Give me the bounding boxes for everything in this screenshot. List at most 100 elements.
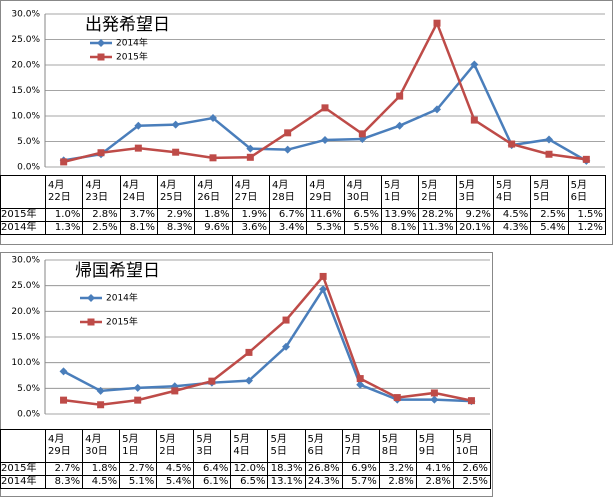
marker <box>97 39 105 47</box>
series-name-cell: 2014年 <box>0 475 46 489</box>
y-tick-label: 20.0% <box>11 61 40 71</box>
marker <box>356 380 365 389</box>
value-cell: 5.3% <box>306 221 345 235</box>
category-cell: 4月 29日 <box>306 175 345 209</box>
value-cell: 6.7% <box>268 208 308 222</box>
series-line <box>63 273 472 407</box>
category-cell: 4月 27日 <box>231 175 270 209</box>
marker <box>283 145 292 154</box>
value-cell: 3.7% <box>119 208 158 222</box>
y-tick-label: 0.0% <box>17 410 40 420</box>
marker <box>321 104 329 112</box>
marker <box>97 149 105 157</box>
category-cell: 5月 7日 <box>341 429 380 463</box>
category-cell: 4月 26日 <box>194 175 233 209</box>
marker <box>545 135 553 144</box>
legend-label: 2015年 <box>106 316 138 328</box>
value-cell: 13.1% <box>267 475 306 489</box>
value-cell: 11.6% <box>306 208 345 222</box>
category-cell: 5月 8日 <box>378 429 417 463</box>
category-cell: 5月 2日 <box>418 175 457 209</box>
value-cell: 2.8% <box>82 208 121 222</box>
value-cell: 26.8% <box>304 462 343 476</box>
y-tick-label: 15.0% <box>11 86 40 96</box>
corner-cell <box>0 175 46 209</box>
value-cell: 2.5% <box>82 221 121 235</box>
marker <box>358 130 366 138</box>
value-cell: 5.4% <box>156 475 195 489</box>
marker <box>97 53 105 61</box>
value-cell: 1.9% <box>231 208 270 222</box>
value-cell: 1.5% <box>567 208 606 222</box>
value-cell: 2.9% <box>156 208 196 222</box>
marker <box>209 114 217 123</box>
y-tick-label: 20.0% <box>11 307 40 317</box>
marker <box>356 375 364 383</box>
category-cell: 5月 3日 <box>455 175 494 209</box>
value-cell: 2.6% <box>452 462 491 476</box>
marker <box>60 396 68 404</box>
header-row: 4月 29日 4月 30日 5月 1日 5月 2日 5月 3日 5月 4日 5月 5日 5月 … <box>0 429 491 463</box>
y-tick-label: 5.0% <box>17 137 40 147</box>
category-cell: 5月 3日 <box>193 429 232 463</box>
marker <box>60 158 68 166</box>
marker <box>133 383 142 392</box>
category-cell: 5月 4日 <box>230 429 269 463</box>
value-cell: 8.1% <box>119 221 158 235</box>
value-cell: 6.5% <box>230 475 269 489</box>
series-name-cell: 2015年 <box>0 462 46 476</box>
value-cell: 1.2% <box>567 221 606 235</box>
marker <box>97 401 105 409</box>
marker <box>87 294 95 302</box>
value-cell: 4.5% <box>82 475 121 489</box>
marker <box>321 135 329 144</box>
marker <box>396 92 404 100</box>
y-tick-label: 25.0% <box>11 35 40 45</box>
series-name-cell: 2014年 <box>0 221 46 235</box>
marker <box>244 376 253 385</box>
value-cell: 4.5% <box>492 208 532 222</box>
marker <box>171 120 180 129</box>
marker <box>508 140 516 148</box>
marker <box>430 395 439 404</box>
y-tick-label: 25.0% <box>11 281 40 291</box>
value-cell: 1.0% <box>44 208 84 222</box>
value-cell: 1.8% <box>194 208 233 222</box>
category-cell: 5月 1日 <box>380 175 420 209</box>
category-cell: 5月 10日 <box>452 429 491 463</box>
marker <box>209 154 217 162</box>
series-name-cell: 2015年 <box>0 208 46 222</box>
value-cell: 1.3% <box>44 221 84 235</box>
value-cell: 24.3% <box>304 475 343 489</box>
value-cell: 12.0% <box>230 462 269 476</box>
legend-label: 2015年 <box>116 51 148 63</box>
value-cell: 5.4% <box>530 221 569 235</box>
series-row: 2015年 2.7% 1.8% 2.7% 4.5% 6.4% 12.0% 18.3% 26.8%… <box>0 462 491 476</box>
value-cell: 8.1% <box>380 221 420 235</box>
y-tick-label: 15.0% <box>11 333 40 343</box>
marker <box>319 285 328 294</box>
value-cell: 3.6% <box>231 221 270 235</box>
category-cell: 5月 6日 <box>304 429 343 463</box>
series-line <box>63 62 587 162</box>
marker <box>134 396 142 404</box>
header-row: 4月 22日 4月 23日 4月 24日 4月 25日 4月 26日 4月 27日 4月 2… <box>0 175 606 209</box>
marker <box>134 121 143 130</box>
category-cell: 5月 2日 <box>156 429 195 463</box>
value-cell: 4.5% <box>156 462 195 476</box>
marker <box>59 367 68 376</box>
value-cell: 18.3% <box>267 462 306 476</box>
category-cell: 4月 24日 <box>119 175 158 209</box>
value-cell: 2.8% <box>378 475 417 489</box>
category-cell: 4月 28日 <box>268 175 308 209</box>
marker <box>284 129 292 137</box>
marker <box>134 144 142 152</box>
category-cell: 5月 1日 <box>119 429 158 463</box>
value-cell: 6.9% <box>341 462 380 476</box>
value-cell: 5.1% <box>119 475 158 489</box>
marker <box>172 148 180 156</box>
marker <box>433 19 441 27</box>
value-cell: 6.4% <box>193 462 232 476</box>
marker <box>467 397 475 405</box>
